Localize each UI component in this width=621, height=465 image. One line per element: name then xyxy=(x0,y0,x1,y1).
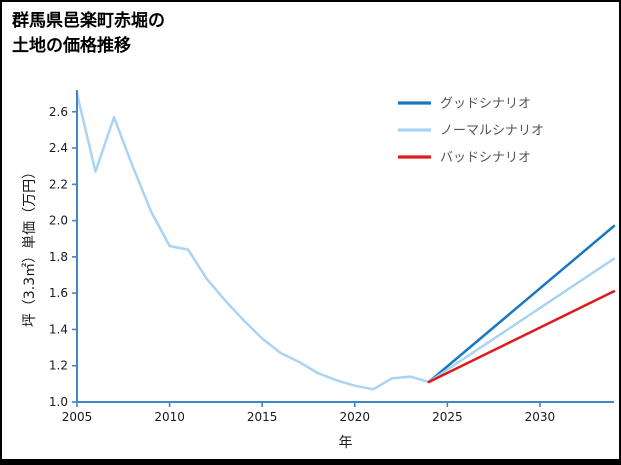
legend-label-bad: バッドシナリオ xyxy=(440,151,531,166)
y-tick-label: 2.4 xyxy=(49,141,68,155)
x-tick-label: 2030 xyxy=(525,410,556,424)
series-line-history xyxy=(75,92,431,391)
x-tick-label: 2020 xyxy=(339,410,370,424)
y-tick-label: 1.4 xyxy=(49,322,68,336)
y-tick-label: 1.6 xyxy=(49,286,68,300)
x-axis-label: 年 xyxy=(338,435,353,451)
series-line-good xyxy=(427,224,616,384)
y-tick-label: 2.6 xyxy=(49,105,68,119)
y-tick-label: 2.0 xyxy=(49,214,68,228)
x-tick-label: 2025 xyxy=(432,410,463,424)
y-tick-label: 1.8 xyxy=(49,250,68,264)
y-tick-label: 2.2 xyxy=(49,177,68,191)
chart-title-line2: 土地の価格推移 xyxy=(12,35,131,56)
y-tick-label: 1.0 xyxy=(49,395,68,409)
series-line-bad xyxy=(427,290,616,384)
y-tick-label: 1.2 xyxy=(49,359,68,373)
x-tick-label: 2005 xyxy=(62,410,93,424)
x-tick-label: 2010 xyxy=(154,410,185,424)
chart-title: 群馬県邑楽町赤堀の 土地の価格推移 xyxy=(12,9,165,58)
series-line-normal xyxy=(427,257,616,384)
legend-label-good: グッドシナリオ xyxy=(440,97,531,112)
legend-label-normal: ノーマルシナリオ xyxy=(440,124,544,139)
chart-title-line1: 群馬県邑楽町赤堀の xyxy=(12,11,165,31)
x-tick-label: 2015 xyxy=(247,410,278,424)
